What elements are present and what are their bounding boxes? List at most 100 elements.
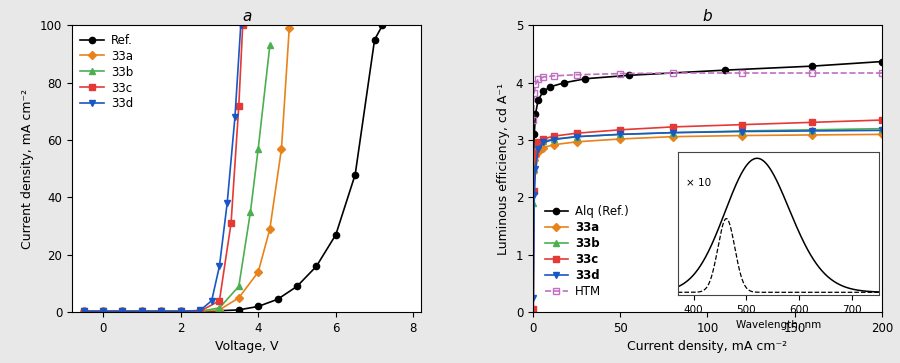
Line: Ref.: Ref.: [80, 22, 385, 314]
33d: [176, 309, 186, 314]
33d: [533, 147, 544, 151]
33c: [530, 151, 541, 155]
33a: [194, 309, 205, 314]
Alq (Ref.): [877, 60, 887, 64]
Line: 33c: 33c: [80, 22, 246, 314]
33d: [572, 135, 582, 139]
Alq (Ref.): [528, 161, 539, 165]
Line: 33d: 33d: [80, 22, 244, 315]
33d: [194, 308, 205, 313]
Line: 33b: 33b: [530, 125, 886, 207]
Ref.: [253, 304, 264, 309]
Line: HTM: HTM: [530, 70, 885, 123]
33d: [530, 167, 541, 171]
HTM: [530, 82, 541, 87]
33d: [78, 309, 89, 314]
33b: [117, 309, 128, 314]
33b: [530, 151, 541, 155]
Alq (Ref.): [538, 89, 549, 94]
33d: [529, 192, 540, 197]
33c: [137, 309, 148, 314]
33b: [194, 309, 205, 314]
33a: [615, 137, 626, 141]
HTM: [737, 71, 748, 75]
Legend: Ref., 33a, 33b, 33c, 33d: Ref., 33a, 33b, 33c, 33d: [78, 31, 136, 113]
33a: [530, 154, 541, 158]
33c: [572, 131, 582, 135]
33a: [156, 309, 166, 314]
Legend: Alq (Ref.), 33a, 33b, 33c, 33d, HTM: Alq (Ref.), 33a, 33b, 33c, 33d, HTM: [543, 203, 632, 301]
Ref.: [214, 309, 225, 313]
33a: [533, 150, 544, 154]
Ref.: [311, 264, 322, 269]
HTM: [572, 73, 582, 77]
Y-axis label: Current density, mA cm⁻²: Current density, mA cm⁻²: [22, 89, 34, 249]
Ref.: [272, 297, 283, 301]
Line: Alq (Ref.): Alq (Ref.): [530, 58, 885, 166]
33c: [737, 122, 748, 127]
Title: a: a: [242, 9, 251, 24]
X-axis label: Current density, mA cm⁻²: Current density, mA cm⁻²: [627, 340, 788, 354]
Title: b: b: [703, 9, 712, 24]
33a: [538, 146, 549, 150]
Alq (Ref.): [719, 68, 730, 72]
Ref.: [78, 309, 89, 314]
Alq (Ref.): [544, 85, 555, 89]
33b: [156, 309, 166, 314]
HTM: [529, 91, 540, 95]
Line: 33c: 33c: [530, 117, 885, 313]
33b: [737, 129, 748, 133]
33c: [667, 125, 678, 129]
33c: [117, 309, 128, 314]
Line: 33d: 33d: [530, 127, 886, 301]
33a: [737, 133, 748, 138]
Alq (Ref.): [529, 132, 540, 136]
33c: [214, 298, 225, 303]
33d: [221, 201, 232, 205]
Line: 33b: 33b: [80, 42, 274, 315]
Ref.: [137, 309, 148, 314]
33a: [877, 132, 887, 136]
Alq (Ref.): [530, 112, 541, 117]
33a: [667, 135, 678, 139]
33a: [97, 309, 108, 314]
33b: [667, 130, 678, 135]
33c: [548, 134, 559, 138]
33d: [548, 137, 559, 142]
33c: [97, 309, 108, 314]
HTM: [806, 71, 817, 75]
Alq (Ref.): [806, 64, 817, 68]
33a: [284, 26, 294, 30]
33c: [533, 140, 544, 144]
Ref.: [117, 309, 128, 314]
33a: [233, 295, 244, 300]
HTM: [538, 75, 549, 79]
33b: [806, 128, 817, 132]
33d: [538, 140, 549, 144]
33a: [548, 143, 559, 147]
33a: [253, 270, 264, 274]
Ref.: [350, 172, 361, 177]
33c: [615, 128, 626, 132]
33a: [265, 227, 275, 231]
HTM: [548, 74, 559, 78]
Alq (Ref.): [580, 77, 590, 81]
33d: [214, 264, 225, 269]
Ref.: [97, 309, 108, 314]
Line: 33a: 33a: [80, 25, 292, 314]
33b: [78, 309, 89, 314]
Alq (Ref.): [624, 73, 634, 77]
33c: [538, 137, 549, 141]
33b: [265, 43, 275, 48]
33d: [667, 130, 678, 135]
33c: [233, 103, 244, 108]
HTM: [528, 118, 539, 122]
33b: [529, 167, 540, 171]
33b: [233, 284, 244, 289]
33b: [538, 139, 549, 143]
Ref.: [330, 233, 341, 237]
33c: [238, 23, 248, 28]
33b: [528, 201, 539, 205]
33d: [877, 128, 887, 132]
33b: [176, 309, 186, 314]
